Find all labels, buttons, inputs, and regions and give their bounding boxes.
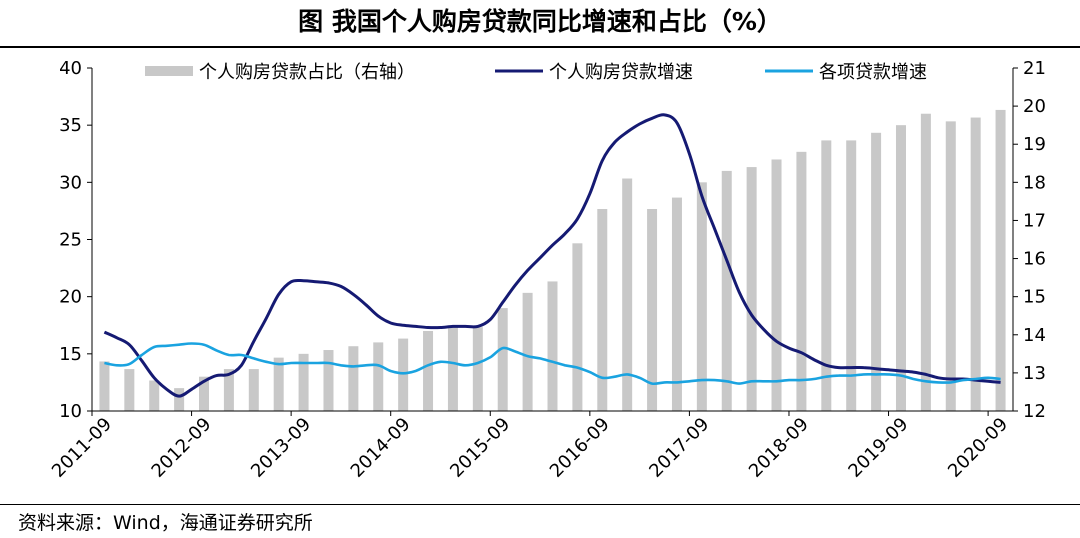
legend-label: 个人购房贷款占比（右轴） (199, 62, 415, 83)
bar (746, 167, 757, 411)
left-y-tick-label: 30 (59, 172, 82, 193)
bar (671, 197, 682, 411)
bar (970, 117, 981, 412)
x-tick-label: 2012-09 (148, 414, 216, 482)
bar (920, 113, 931, 411)
bar (472, 327, 483, 411)
x-tick-label: 2019-09 (844, 414, 912, 482)
bar (348, 346, 359, 411)
left-y-tick-label: 15 (59, 344, 82, 365)
bar (248, 369, 259, 411)
x-tick-label: 2011-09 (48, 414, 116, 482)
x-tick-label: 2013-09 (247, 414, 315, 482)
right-y-tick-label: 14 (1023, 325, 1046, 346)
right-y-tick-label: 21 (1023, 58, 1046, 79)
bar (572, 243, 583, 411)
bar (696, 182, 707, 411)
left-y-tick-label: 20 (59, 287, 82, 308)
bar (497, 308, 508, 411)
right-y-tick-label: 16 (1023, 249, 1046, 270)
x-tick-label: 2017-09 (645, 414, 713, 482)
bar (398, 338, 409, 411)
legend-label: 各项贷款增速 (819, 62, 927, 83)
bar (796, 151, 807, 411)
bar (323, 350, 334, 411)
bar (149, 380, 160, 411)
bar (124, 369, 135, 411)
bar (447, 327, 458, 411)
bar (871, 132, 882, 411)
legend-item-housing-loan-share: 个人购房贷款占比（右轴） (145, 62, 415, 83)
line-all-loan-growth (104, 342, 1001, 386)
bar (199, 376, 210, 411)
bar-series-housing-loan-share (99, 109, 1006, 412)
bar (373, 342, 384, 411)
legend-item-all-loan-growth: 各项贷款增速 (765, 62, 927, 83)
left-y-tick-label: 35 (59, 115, 82, 136)
source-divider (0, 504, 1080, 505)
bar (547, 281, 558, 411)
line-housing-loan-growth (103, 113, 1001, 398)
bar (174, 388, 185, 411)
bar (721, 170, 732, 411)
legend-swatch (145, 66, 193, 76)
bar (771, 159, 782, 411)
x-tick-label: 2014-09 (347, 414, 415, 482)
chart-legend: 个人购房贷款占比（右轴） 个人购房贷款增速 各项贷款增速 (145, 62, 927, 83)
title-divider (0, 46, 1080, 48)
x-tick-label: 2016-09 (546, 414, 614, 482)
source-note: 资料来源：Wind，海通证券研究所 (18, 512, 313, 534)
chart-canvas: 10 15 20 25 30 35 40 12 13 14 15 16 17 18 19 20 21 2011-0… (48, 58, 1046, 482)
left-y-tick-label: 10 (59, 401, 82, 422)
left-y-tick-label: 40 (59, 58, 82, 79)
legend-label: 个人购房贷款增速 (549, 62, 693, 83)
legend-item-housing-loan-growth: 个人购房贷款增速 (495, 62, 693, 83)
bar (597, 209, 608, 411)
right-y-tick-label: 18 (1023, 172, 1046, 193)
x-tick-label: 2020-09 (944, 414, 1012, 482)
bar (273, 357, 284, 411)
bar (622, 178, 633, 411)
bar (945, 121, 956, 411)
right-y-tick-label: 13 (1023, 363, 1046, 384)
right-y-tick-label: 19 (1023, 134, 1046, 155)
bar (522, 292, 533, 411)
bar (821, 140, 832, 411)
right-y-tick-label: 17 (1023, 210, 1046, 231)
left-y-tick-label: 25 (59, 230, 82, 251)
bar (895, 125, 906, 412)
right-y-tick-label: 15 (1023, 287, 1046, 308)
right-y-tick-label: 12 (1023, 401, 1046, 422)
x-tick-label: 2018-09 (745, 414, 813, 482)
bar (647, 209, 658, 411)
bar (298, 353, 309, 411)
bar (995, 109, 1006, 411)
bar (99, 361, 110, 411)
line-series-group (103, 113, 1001, 398)
bar (223, 369, 234, 411)
x-tick-label: 2015-09 (446, 414, 514, 482)
chart-title: 图 我国个人购房贷款同比增速和占比（%） (298, 7, 782, 36)
bar (846, 140, 857, 411)
right-y-tick-label: 20 (1023, 96, 1046, 117)
bar (423, 330, 434, 411)
